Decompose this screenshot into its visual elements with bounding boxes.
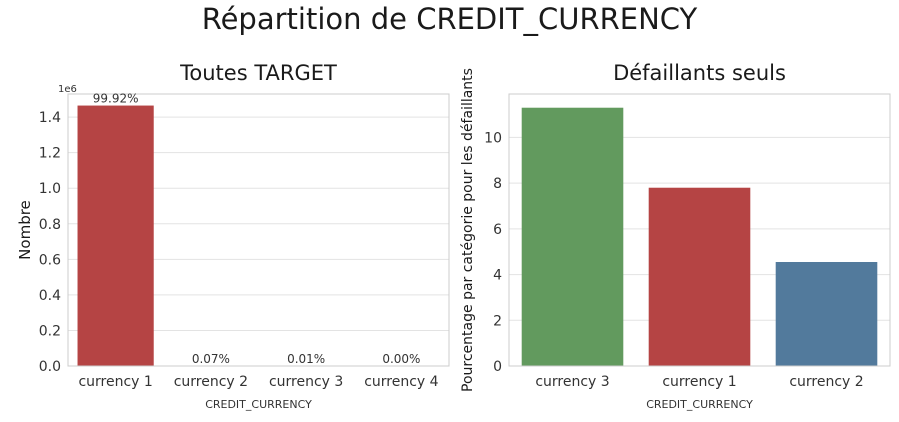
right-chart-title: Défaillants seuls <box>613 61 786 85</box>
right-y-axis-label: Pourcentage par catégorie pour les défai… <box>460 68 476 392</box>
left-data-labels: 99.92% 0.07% 0.01% 0.00% <box>93 92 421 366</box>
left-y-tick-label: 1.4 <box>39 110 61 126</box>
right-y-tick-label: 8 <box>493 176 502 192</box>
left-bars <box>77 105 440 367</box>
left-data-label: 99.92% <box>93 92 139 106</box>
left-data-label: 0.07% <box>192 352 230 366</box>
left-bar <box>77 105 154 367</box>
left-axes-frame <box>67 93 450 367</box>
left-data-label: 0.00% <box>382 352 420 366</box>
left-y-tick-label: 1.2 <box>39 146 61 162</box>
left-y-tick-label: 1.0 <box>39 181 61 197</box>
left-x-tick-label: currency 2 <box>174 374 248 390</box>
left-y-tick-label: 0.4 <box>39 288 61 304</box>
left-x-tick-label: currency 3 <box>269 374 343 390</box>
right-y-tick-label: 0 <box>493 359 502 375</box>
right-bar <box>648 187 751 366</box>
right-x-ticks: currency 3 currency 1 currency 2 <box>535 374 863 390</box>
left-y-tick-label: 0.6 <box>39 252 61 268</box>
right-x-tick-label: currency 1 <box>662 374 736 390</box>
right-axes-frame <box>508 93 891 367</box>
left-data-label: 0.01% <box>287 352 325 366</box>
right-bar <box>775 262 878 366</box>
left-y-tick-label: 0.2 <box>39 323 61 339</box>
left-y-axis-label: Nombre <box>16 200 34 260</box>
right-y-ticks: 0 2 4 6 8 10 <box>484 130 502 375</box>
right-bars <box>521 107 878 366</box>
left-chart: 0.00.20.40.60.81.01.21.4 currency 1 curre… <box>16 61 450 411</box>
figure-title: Répartition de CREDIT_CURRENCY <box>201 2 698 36</box>
left-x-ticks: currency 1 currency 2 currency 3 currency 4 <box>78 374 438 390</box>
right-chart: 0 2 4 6 8 10 currency 3 currency 1 currency 2 D… <box>460 61 891 411</box>
left-y-ticks: 0.0 0.2 0.4 0.6 0.8 1.0 1.2 1.4 <box>39 110 61 375</box>
right-y-tick-label: 2 <box>493 313 502 329</box>
left-x-tick-label: currency 4 <box>364 374 438 390</box>
right-bar <box>521 107 624 366</box>
left-y-tick-label: 0.0 <box>39 359 61 375</box>
right-x-tick-label: currency 2 <box>789 374 863 390</box>
right-y-tick-label: 4 <box>493 268 502 284</box>
left-y-tick-label: 0.8 <box>39 217 61 233</box>
right-x-tick-label: currency 3 <box>535 374 609 390</box>
left-x-tick-label: currency 1 <box>78 374 152 390</box>
left-chart-title: Toutes TARGET <box>179 61 337 85</box>
right-x-axis-label: CREDIT_CURRENCY <box>646 398 753 411</box>
right-y-tick-label: 10 <box>484 130 502 146</box>
left-y-offset-label: 1e6 <box>58 84 77 95</box>
left-x-axis-label: CREDIT_CURRENCY <box>205 398 312 411</box>
right-y-tick-label: 6 <box>493 222 502 238</box>
